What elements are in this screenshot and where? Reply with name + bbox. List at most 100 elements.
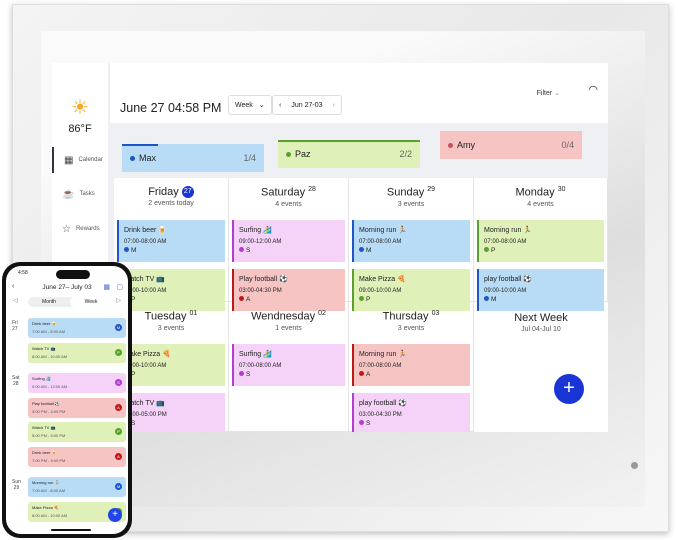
phone-event-card[interactable]: Morning run 🏃 7:00 AM - 8:00 AM M xyxy=(28,477,126,497)
phone-event-card[interactable]: Surfing 🏄 9:00 AM - 12:00 AM S xyxy=(28,373,126,393)
sidebar-item-tasks[interactable]: ☕ Tasks xyxy=(52,181,108,207)
assignee-dot xyxy=(239,296,244,301)
event-time: 07:00-08:00 AM xyxy=(359,239,402,245)
toggle-week[interactable]: Week xyxy=(70,297,112,307)
event-card[interactable]: play football ⚽ 09:00-10:00 AM M xyxy=(477,269,604,311)
member-bar[interactable]: Amy 0/4 xyxy=(440,131,582,159)
assignee-initial: M xyxy=(491,296,497,303)
event-time: 03:00-04:30 PM xyxy=(239,288,282,294)
sidebar-item-calendar[interactable]: ▦ Calendar xyxy=(52,147,108,173)
event-card[interactable]: Play football ⚽ 03:00-04:30 PM A xyxy=(232,269,345,311)
event-card[interactable]: Make Pizza 🍕 09:00-10:00 AM P xyxy=(117,344,225,386)
phone-event-title: Surfing 🏄 xyxy=(32,376,51,381)
member-dot xyxy=(286,152,291,157)
phone-event-card[interactable]: Watch TV 📺 5:00 PM - 6:00 PM P xyxy=(28,422,126,442)
phone-event-avatar: P xyxy=(115,348,122,356)
event-time: 09:00-12:00 AM xyxy=(239,239,282,245)
event-title: play football ⚽ xyxy=(484,276,533,283)
assignee-initial: P xyxy=(131,296,136,303)
sidebar-item-label: Rewards xyxy=(75,226,100,232)
event-assignee: P xyxy=(484,247,599,254)
next-week-button[interactable]: › xyxy=(332,101,335,109)
assignee-initial: P xyxy=(131,371,136,378)
member-dot xyxy=(130,156,135,161)
event-assignee: S xyxy=(239,371,340,378)
day-column: Thursday 03 3 events Morning run 🏃 07:00-08… xyxy=(349,302,474,432)
prev-week-button[interactable]: ‹ xyxy=(279,101,282,109)
event-card[interactable]: Morning run 🏃 07:00-08:00 AM A xyxy=(352,344,470,386)
phone-event-card[interactable]: Drink beer 🍺 7:00 PM - 9:00 PM A xyxy=(28,446,126,467)
event-time: 08:00-10:00 AM xyxy=(124,288,167,294)
event-card[interactable]: Watch TV 📺 04:00-05:00 PM S xyxy=(117,393,225,432)
member-bar[interactable]: Paz 2/2 xyxy=(278,140,420,168)
event-card[interactable]: Drink beer 🍺 07:00-08:00 AM M xyxy=(117,220,225,262)
tasks-icon: ☕ xyxy=(62,188,75,200)
assignee-dot xyxy=(124,247,129,252)
next-button[interactable]: ▷ xyxy=(116,298,121,304)
phone-event-avatar: A xyxy=(115,403,122,411)
event-card[interactable]: Make Pizza 🍕 09:00-10:00 AM P xyxy=(352,269,470,311)
event-count: 4 events xyxy=(275,200,302,208)
event-card[interactable]: Surfing 🏄 07:00-08:00 AM S xyxy=(232,344,345,386)
prev-button[interactable]: ◁ xyxy=(13,298,18,304)
add-event-button[interactable]: + xyxy=(554,374,584,404)
phone-event-card[interactable]: Drink beer 🍺 7:00 AM - 8:00 AM M xyxy=(28,318,126,338)
event-card[interactable]: play football ⚽ 03:00-04:30 PM S xyxy=(352,393,470,432)
event-count: 1 events xyxy=(275,324,302,332)
phone-event-time: 8:00 AM - 10:00 AM xyxy=(32,512,68,518)
event-card[interactable]: Morning run 🏃 07:00-08:00 AM M xyxy=(352,220,470,262)
event-assignee: P xyxy=(124,371,220,378)
phone-event-title: Drink beer 🍺 xyxy=(32,449,57,455)
member-bar[interactable]: Max 1/4 xyxy=(122,144,264,172)
phone-event-time: 7:00 AM - 8:00 AM xyxy=(32,329,65,334)
toggle-month[interactable]: Month xyxy=(42,299,56,305)
back-icon[interactable]: ‹ xyxy=(12,283,15,290)
phone-event-title: Watch TV 📺 xyxy=(32,345,56,351)
event-title: Make Pizza 🍕 xyxy=(124,351,171,358)
event-count: 2 events today xyxy=(148,200,194,207)
assignee-dot xyxy=(239,371,244,376)
phone-day-num: 29 xyxy=(13,485,20,491)
temperature: 86°F xyxy=(68,123,92,135)
assignee-initial: S xyxy=(246,247,251,254)
sidebar-item-label: Tasks xyxy=(79,191,95,197)
grid-icon[interactable]: ▦ xyxy=(103,284,110,291)
assignee-dot xyxy=(239,247,244,252)
phone-event-avatar: A xyxy=(115,452,122,460)
filter-button[interactable]: Filter ⌄ xyxy=(537,89,560,97)
phone-event-card[interactable]: Watch TV 📺 8:00 AM - 10:00 AM P xyxy=(28,342,126,363)
event-title: Morning run 🏃 xyxy=(359,227,408,234)
event-title: Morning run 🏃 xyxy=(484,227,533,234)
event-card[interactable]: Surfing 🏄 09:00-12:00 AM S xyxy=(232,220,345,262)
current-datetime: June 27 04:58 PM xyxy=(120,101,222,115)
event-time: 09:00-10:00 AM xyxy=(124,363,167,369)
event-assignee: A xyxy=(239,296,340,303)
event-assignee: S xyxy=(359,420,465,427)
sidebar-item-label: Calendar xyxy=(78,157,103,163)
event-time: 07:00-08:00 AM xyxy=(484,239,527,245)
event-title: Drink beer 🍺 xyxy=(124,227,167,234)
event-assignee: M xyxy=(124,247,220,254)
day-name: Monday xyxy=(515,186,555,199)
assignee-initial: S xyxy=(246,371,251,378)
phone-event-title: Watch TV 📺 xyxy=(32,425,56,430)
phone-event-card[interactable]: Play football ⚽ 3:00 PM - 4:00 PM A xyxy=(28,397,126,418)
event-title: Watch TV 📺 xyxy=(124,400,166,407)
calendar-icon[interactable]: ▢ xyxy=(116,284,123,291)
event-card[interactable]: Watch TV 📺 08:00-10:00 AM P xyxy=(117,269,225,311)
assignee-dot xyxy=(359,247,364,252)
view-select[interactable]: Week ⌄ xyxy=(228,95,272,115)
event-card[interactable]: Morning run 🏃 07:00-08:00 AM P xyxy=(477,220,604,262)
phone-event-title: Play football ⚽ xyxy=(32,400,60,406)
event-time: 07:00-08:00 AM xyxy=(124,239,167,245)
next-week-cell[interactable]: Next Week Jul 04-Jul 10 + xyxy=(474,302,608,432)
week-grid: Friday 27 2 events today Drink beer 🍺 07:00… xyxy=(114,178,608,432)
phone-screen: 4:58 ‹ June 27– July 03 ▦ ▢ ◁ Month Week … xyxy=(6,266,128,534)
phone-add-button[interactable]: + xyxy=(108,508,122,522)
assignee-dot xyxy=(484,247,489,252)
day-name: Wendnesday xyxy=(251,310,316,323)
phone-event-avatar: P xyxy=(115,428,122,435)
date-range: Jun 27-03 xyxy=(291,101,323,109)
event-title: Make Pizza 🍕 xyxy=(359,276,406,283)
sidebar-item-rewards[interactable]: ☆ Rewards xyxy=(52,216,108,242)
